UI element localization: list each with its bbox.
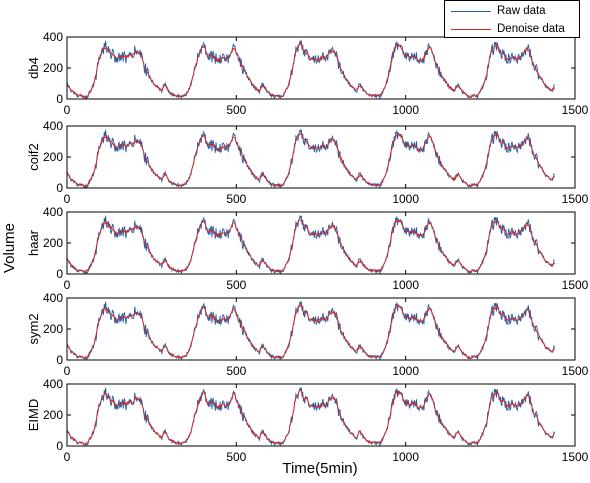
x-tick-label: 1500: [562, 450, 589, 464]
subplot-ylabel: EIMD: [26, 399, 41, 432]
axes-frame: [66, 297, 576, 361]
figure-xlabel: Time(5min): [282, 460, 357, 477]
y-tick-label: 0: [56, 267, 63, 281]
x-tick-label: 500: [226, 450, 246, 464]
figure-ylabel: Volume: [1, 223, 18, 273]
series-raw-coif2: [67, 128, 555, 188]
x-tick-label: 1000: [392, 103, 419, 117]
subplot-ylabel: sym2: [26, 313, 41, 344]
x-tick-label: 1500: [562, 103, 589, 117]
x-tick-label: 1500: [562, 192, 589, 206]
legend-item-raw: Raw data: [451, 3, 546, 19]
x-tick-label: 1500: [562, 364, 589, 378]
series-denoise-haar: [67, 218, 556, 274]
legend: Raw data Denoise data: [444, 0, 580, 38]
x-tick-label: 0: [64, 278, 71, 292]
axes-frame: [66, 383, 576, 447]
axes-frame: [66, 211, 576, 275]
y-tick-label: 0: [56, 439, 63, 453]
series-raw-db4: [67, 39, 555, 99]
subplot-ylabel: db4: [26, 57, 41, 79]
x-tick-label: 0: [64, 364, 71, 378]
legend-swatch-raw: [451, 10, 491, 12]
y-tick-label: 0: [56, 92, 63, 106]
legend-label-denoise: Denoise data: [497, 23, 565, 35]
y-tick-label: 400: [43, 205, 63, 219]
x-tick-label: 1000: [392, 278, 419, 292]
x-tick-label: 500: [226, 192, 246, 206]
y-tick-label: 200: [43, 150, 63, 164]
series-denoise-eimd: [67, 389, 556, 446]
x-tick-label: 500: [226, 364, 246, 378]
x-tick-label: 1000: [392, 192, 419, 206]
x-tick-label: 0: [64, 192, 71, 206]
y-tick-label: 0: [56, 181, 63, 195]
x-tick-label: 500: [226, 103, 246, 117]
series-denoise-sym2: [67, 303, 556, 360]
legend-item-denoise: Denoise data: [451, 21, 565, 37]
legend-swatch-denoise: [451, 28, 491, 30]
x-tick-label: 1000: [392, 364, 419, 378]
x-tick-label: 500: [226, 278, 246, 292]
axes-frame: [66, 125, 576, 189]
subplot-ylabel: haar: [26, 229, 41, 256]
x-tick-label: 0: [64, 450, 71, 464]
x-tick-label: 1500: [562, 278, 589, 292]
y-tick-label: 200: [43, 408, 63, 422]
y-tick-label: 400: [43, 377, 63, 391]
y-tick-label: 200: [43, 322, 63, 336]
y-tick-label: 0: [56, 353, 63, 367]
x-tick-label: 0: [64, 103, 71, 117]
y-tick-label: 400: [43, 291, 63, 305]
y-tick-label: 400: [43, 119, 63, 133]
y-tick-label: 200: [43, 61, 63, 75]
axes-frame: [66, 36, 576, 100]
series-denoise-coif2: [67, 132, 555, 188]
series-denoise-db4: [67, 42, 556, 99]
y-tick-label: 400: [43, 30, 63, 44]
y-tick-label: 200: [43, 236, 63, 250]
x-tick-label: 1000: [392, 450, 419, 464]
subplot-ylabel: coif2: [26, 143, 41, 170]
legend-label-raw: Raw data: [497, 5, 546, 17]
